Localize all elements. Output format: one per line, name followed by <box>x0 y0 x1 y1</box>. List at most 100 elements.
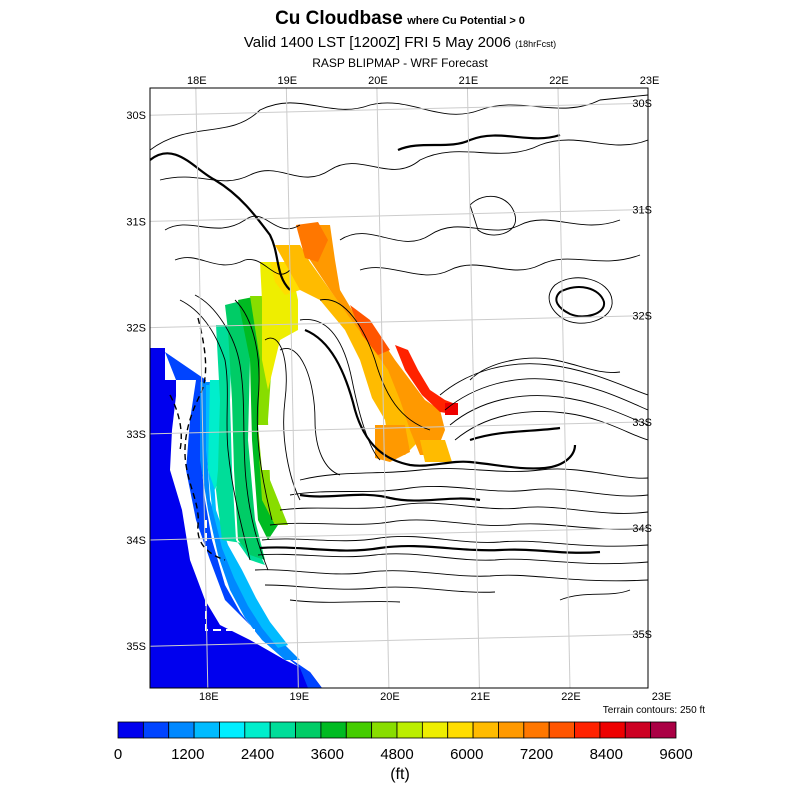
colorbar-tick-label: 8400 <box>590 746 623 763</box>
lat-labels-left: 30S 31S 32S 33S 34S 35S <box>126 110 146 653</box>
colorbar-swatch <box>396 721 423 739</box>
colorbar-tick-label: 3600 <box>311 746 344 763</box>
contour-thick <box>304 328 577 470</box>
coastal-band <box>206 385 288 648</box>
contour <box>150 94 648 151</box>
colorbar-unit: (ft) <box>390 766 410 783</box>
lat-label-left: 34S <box>126 535 146 547</box>
plot-border <box>149 87 649 689</box>
contour <box>439 363 648 396</box>
lat-label-right: 31S <box>632 204 652 216</box>
lon-label-bottom: 18E <box>199 691 219 703</box>
contour-thick <box>150 152 291 291</box>
grid-line-lat <box>150 102 648 116</box>
colorbar-swatch <box>523 721 550 739</box>
red-orange-band <box>350 305 390 355</box>
contour <box>257 553 648 565</box>
valid-time: Valid 1400 LST [1200Z] FRI 5 May 2006 (1… <box>0 34 800 51</box>
contour <box>174 257 291 275</box>
grid-line-lat <box>150 633 648 647</box>
lat-label-right: 35S <box>632 629 652 641</box>
contour <box>319 299 431 431</box>
terrain-contour-note: Terrain contours: 250 ft <box>602 705 705 716</box>
contour <box>269 519 648 530</box>
lon-labels-bottom: 18E 19E 20E 21E 22E 23E <box>199 691 671 703</box>
contour-thick <box>397 133 561 152</box>
contour <box>234 299 273 521</box>
lon-label-top: 23E <box>640 75 660 87</box>
contour <box>279 502 648 514</box>
lon-label-bottom: 21E <box>471 691 491 703</box>
lat-label-left: 31S <box>126 216 146 228</box>
contour <box>164 215 301 231</box>
lon-labels-top: 18E 19E 20E 21E 22E 23E <box>187 75 659 87</box>
lon-label-bottom: 20E <box>380 691 400 703</box>
colorbar-swatch <box>599 721 626 739</box>
colorbar-swatch <box>624 721 652 739</box>
lat-labels-right: 30S 31S 32S 33S 34S 35S <box>632 98 652 641</box>
contour-thick <box>259 544 601 554</box>
colorbar-tick-label: 4800 <box>380 746 413 763</box>
colorbar-swatch <box>650 721 677 739</box>
contour <box>359 254 641 276</box>
thick-contours <box>150 133 601 554</box>
colorbar-swatch <box>193 721 220 739</box>
colorbar-swatch <box>219 721 246 739</box>
forecast-hours: (18hrFcst) <box>515 39 557 49</box>
colorbar-tick-label: 7200 <box>520 746 553 763</box>
green-light-band <box>210 325 265 565</box>
cloudbase-field <box>208 222 458 565</box>
lat-label-right: 34S <box>632 523 652 535</box>
lon-label-bottom: 22E <box>561 691 581 703</box>
colorbar-swatch <box>345 721 373 739</box>
lime-band <box>250 296 288 525</box>
lat-label-left: 30S <box>126 110 146 122</box>
coastline <box>169 317 226 561</box>
contour <box>469 195 516 236</box>
grid-line-lon <box>466 88 480 688</box>
contour <box>194 294 269 571</box>
orange-east-cell <box>420 440 452 462</box>
colorbar-swatch <box>498 721 525 739</box>
colorbar-tick-labels: 0 1200 2400 3600 4800 6000 7200 8400 9600 <box>114 746 693 763</box>
lat-lon-grid <box>150 88 648 688</box>
colorbar-swatch <box>371 721 398 739</box>
orange-light-band <box>275 245 420 455</box>
white-gap <box>258 425 275 470</box>
contour-thick <box>299 493 481 502</box>
contour <box>548 277 613 324</box>
grid-line-lat <box>150 315 648 329</box>
colorbar-swatch <box>472 721 499 739</box>
grid-line-lon <box>195 88 209 688</box>
colorbar-swatch <box>574 721 601 739</box>
lon-label-top: 20E <box>368 75 388 87</box>
contour <box>299 319 381 461</box>
ocean-mid <box>165 352 322 688</box>
contour <box>261 535 648 547</box>
lat-label-left: 33S <box>126 429 146 441</box>
lon-label-bottom: 23E <box>652 691 672 703</box>
grid-line-lon <box>376 88 390 688</box>
coastline-path <box>169 394 182 451</box>
colorbar-swatch <box>548 721 575 739</box>
contour-thick <box>469 426 561 442</box>
contour <box>159 139 648 182</box>
colorbar-swatch <box>320 721 347 739</box>
colorbar-swatch <box>117 721 144 739</box>
coastline-path <box>184 317 226 561</box>
colorbar-tick-label: 2400 <box>241 746 274 763</box>
green-dark-band <box>238 296 278 540</box>
title-suffix: where Cu Potential > 0 <box>407 15 525 27</box>
plot-area <box>150 88 648 688</box>
contour <box>339 219 621 242</box>
chart-title: Cu Cloudbase where Cu Potential > 0 <box>0 8 800 30</box>
colorbar-tick-label: 1200 <box>171 746 204 763</box>
red-cell <box>445 403 458 415</box>
contour <box>279 348 341 476</box>
colorbar <box>117 721 677 739</box>
grid-line-lon <box>285 88 299 688</box>
lon-label-top: 18E <box>187 75 207 87</box>
grid-line-lon <box>557 88 571 688</box>
lon-label-top: 19E <box>278 75 298 87</box>
